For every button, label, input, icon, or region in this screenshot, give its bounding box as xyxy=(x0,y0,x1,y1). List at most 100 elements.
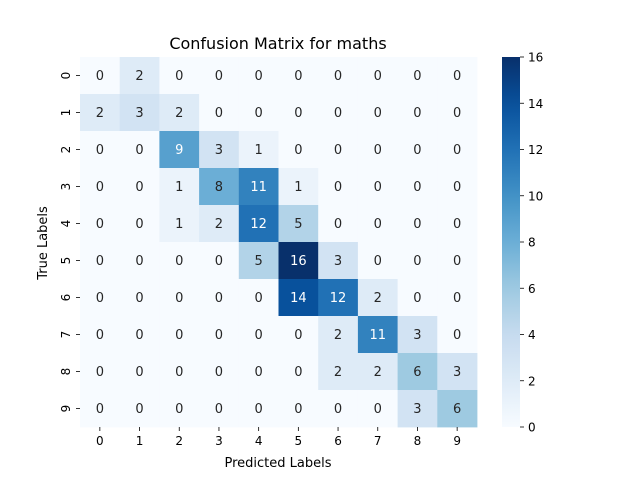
cell-value-label: 0 xyxy=(255,365,263,380)
cell-value-label: 3 xyxy=(413,402,421,417)
heatmap-cell xyxy=(159,94,200,132)
heatmap-cell xyxy=(278,279,319,317)
cell-value-label: 0 xyxy=(135,254,143,269)
cell-value-label: 6 xyxy=(413,365,421,380)
heatmap-cell xyxy=(437,316,478,354)
cell-value-label: 1 xyxy=(294,180,302,195)
cell-value-label: 3 xyxy=(135,106,143,121)
heatmap-cell xyxy=(80,205,121,243)
cell-value-label: 0 xyxy=(334,106,342,121)
cell-value-label: 0 xyxy=(294,69,302,84)
cell-value-label: 0 xyxy=(374,402,382,417)
x-tick-label: 1 xyxy=(136,434,144,448)
heatmap-cell xyxy=(159,131,200,169)
x-tick-label: 8 xyxy=(414,434,422,448)
cell-value-label: 9 xyxy=(175,143,183,158)
cell-value-label: 0 xyxy=(96,69,104,84)
heatmap-cell xyxy=(80,316,121,354)
cell-value-label: 0 xyxy=(294,328,302,343)
colorbar-tick-label: 10 xyxy=(528,189,543,203)
cell-value-label: 0 xyxy=(175,254,183,269)
cell-value-label: 0 xyxy=(294,365,302,380)
heatmap-cell xyxy=(80,57,121,95)
heatmap-cell xyxy=(238,353,279,391)
heatmap-cell xyxy=(437,279,478,317)
heatmap-cell xyxy=(159,279,200,317)
cell-value-label: 0 xyxy=(96,217,104,232)
cell-value-label: 0 xyxy=(453,69,461,84)
heatmap-cell xyxy=(397,168,438,206)
cell-value-label: 0 xyxy=(96,143,104,158)
cell-value-label: 2 xyxy=(374,291,382,306)
y-tick-label: 9 xyxy=(59,405,73,413)
cell-value-label: 0 xyxy=(135,180,143,195)
heatmap-cell xyxy=(199,242,240,280)
heatmap-cell xyxy=(437,131,478,169)
heatmap-cell xyxy=(318,279,359,317)
heatmap-cell xyxy=(278,353,319,391)
x-tick-label: 5 xyxy=(295,434,303,448)
heatmap-cell xyxy=(119,168,160,206)
heatmap-cell xyxy=(278,131,319,169)
heatmap-cell xyxy=(357,94,398,132)
heatmap-cell xyxy=(397,131,438,169)
cell-value-label: 0 xyxy=(96,291,104,306)
heatmap-cell xyxy=(159,57,200,95)
cell-value-label: 0 xyxy=(374,254,382,269)
cell-value-label: 0 xyxy=(175,365,183,380)
heatmap-cell xyxy=(80,279,121,317)
heatmap-cell xyxy=(357,242,398,280)
cell-value-label: 0 xyxy=(334,402,342,417)
cell-value-label: 0 xyxy=(453,254,461,269)
cell-value-label: 8 xyxy=(215,180,223,195)
cell-value-label: 0 xyxy=(374,69,382,84)
heatmap-cell xyxy=(119,242,160,280)
cell-value-label: 0 xyxy=(453,217,461,232)
heatmap-cell xyxy=(357,279,398,317)
heatmap-cells: 0 2 0 0 0 0 0 0 0 02 3 2 0 0 0 0 0 0 00 0 9 3 1 0 0 0 0 00 0 1 8 11 1 0 0 0… xyxy=(80,57,478,428)
heatmap-cell xyxy=(437,242,478,280)
cell-value-label: 11 xyxy=(250,180,267,195)
cell-value-label: 0 xyxy=(413,69,421,84)
cell-value-label: 0 xyxy=(453,328,461,343)
cell-value-label: 2 xyxy=(334,328,342,343)
cell-value-label: 0 xyxy=(135,402,143,417)
colorbar-tick-label: 12 xyxy=(528,143,543,157)
cell-value-label: 3 xyxy=(453,365,461,380)
cell-value-label: 5 xyxy=(294,217,302,232)
heatmap-cell xyxy=(318,94,359,132)
heatmap-cell xyxy=(238,57,279,95)
heatmap-cell xyxy=(199,57,240,95)
heatmap-cell xyxy=(318,168,359,206)
cell-value-label: 0 xyxy=(96,328,104,343)
heatmap-cell xyxy=(199,131,240,169)
heatmap-cell xyxy=(437,353,478,391)
cell-value-label: 0 xyxy=(413,143,421,158)
cell-value-label: 0 xyxy=(255,69,263,84)
heatmap-cell xyxy=(238,242,279,280)
cell-value-label: 0 xyxy=(334,143,342,158)
heatmap-cell xyxy=(397,242,438,280)
heatmap-cell xyxy=(199,316,240,354)
heatmap-cell xyxy=(159,168,200,206)
heatmap-cell xyxy=(357,131,398,169)
heatmap-cell xyxy=(238,94,279,132)
y-tick-label: 7 xyxy=(59,331,73,339)
cell-value-label: 0 xyxy=(294,106,302,121)
cell-value-label: 0 xyxy=(96,402,104,417)
cell-value-label: 0 xyxy=(135,217,143,232)
heatmap-cell xyxy=(80,94,121,132)
heatmap-cell xyxy=(397,390,438,428)
cell-value-label: 0 xyxy=(175,291,183,306)
cell-value-label: 2 xyxy=(135,69,143,84)
colorbar-tick-label: 2 xyxy=(528,374,536,388)
y-tick-label: 6 xyxy=(59,294,73,302)
heatmap-cell xyxy=(238,279,279,317)
cell-value-label: 0 xyxy=(215,254,223,269)
cell-value-label: 0 xyxy=(334,180,342,195)
cell-value-label: 1 xyxy=(175,217,183,232)
heatmap-cell xyxy=(397,57,438,95)
cell-value-label: 2 xyxy=(96,106,104,121)
y-tick-label: 8 xyxy=(59,368,73,376)
heatmap-cell xyxy=(397,205,438,243)
